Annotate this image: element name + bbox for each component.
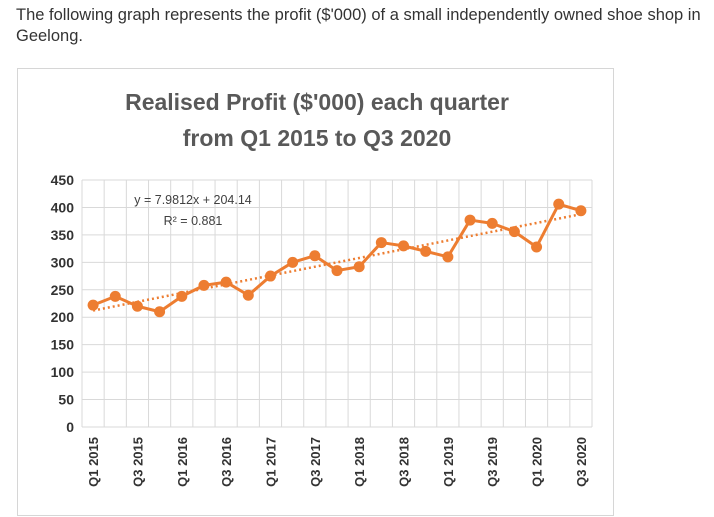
data-point <box>398 240 410 252</box>
data-point <box>131 300 143 312</box>
y-tick-label: 400 <box>51 199 75 215</box>
data-point <box>331 265 343 277</box>
profit-chart: Realised Profit ($'000) each quarter fro… <box>51 89 593 487</box>
trend-r-squared: R² = 0.881 <box>164 214 223 228</box>
x-tick-label: Q3 2015 <box>130 437 145 487</box>
data-point <box>220 276 232 288</box>
x-tick-label: Q3 2016 <box>219 437 234 487</box>
data-point <box>109 290 121 302</box>
data-point <box>464 214 476 226</box>
y-tick-label: 450 <box>51 172 75 188</box>
data-point <box>264 270 276 282</box>
data-point <box>242 289 254 301</box>
x-tick-label: Q3 2017 <box>308 437 323 487</box>
x-axis-ticks: Q1 2015 Q3 2015 Q1 2016 Q3 2016 Q1 2017 Q3 20… <box>86 437 589 487</box>
data-point <box>531 241 543 253</box>
chart-title-line1: Realised Profit ($'000) each quarter <box>125 89 509 115</box>
x-tick-label: Q3 2019 <box>485 437 500 487</box>
data-point <box>154 306 166 318</box>
data-point <box>575 205 587 217</box>
y-tick-label: 100 <box>51 364 75 380</box>
data-point <box>309 250 321 262</box>
y-tick-label: 350 <box>51 227 75 243</box>
y-tick-label: 200 <box>51 309 75 325</box>
data-point <box>353 261 365 273</box>
y-tick-label: 0 <box>66 419 74 435</box>
data-point <box>87 299 99 311</box>
data-point <box>508 226 520 238</box>
data-point <box>176 290 188 302</box>
trend-equation: y = 7.9812x + 204.14 <box>134 193 252 207</box>
chart-area: Realised Profit ($'000) each quarter fro… <box>17 68 614 516</box>
x-tick-label: Q1 2015 <box>86 437 101 487</box>
series-group <box>87 198 587 318</box>
x-tick-label: Q1 2020 <box>530 437 545 487</box>
x-tick-label: Q1 2018 <box>352 437 367 487</box>
data-point <box>442 251 454 263</box>
gridlines <box>81 179 593 428</box>
y-tick-label: 300 <box>51 254 75 270</box>
intro-text: The following graph represents the profi… <box>16 6 701 45</box>
x-tick-label: Q1 2019 <box>441 437 456 487</box>
data-point <box>486 217 498 229</box>
data-point <box>198 279 210 291</box>
x-tick-label: Q3 2020 <box>574 437 589 487</box>
data-point <box>375 237 387 249</box>
data-point <box>420 245 432 257</box>
y-tick-label: 150 <box>51 337 75 353</box>
x-tick-label: Q3 2018 <box>397 437 412 487</box>
y-tick-label: 50 <box>58 392 74 408</box>
data-point <box>553 198 565 210</box>
chart-title-line2: from Q1 2015 to Q3 2020 <box>183 125 451 151</box>
y-axis-ticks: 0 50 100 150 200 250 300 350 400 450 <box>51 172 75 435</box>
x-tick-label: Q1 2017 <box>263 437 278 487</box>
y-tick-label: 250 <box>51 282 75 298</box>
data-point <box>287 256 299 268</box>
x-tick-label: Q1 2016 <box>175 437 190 487</box>
